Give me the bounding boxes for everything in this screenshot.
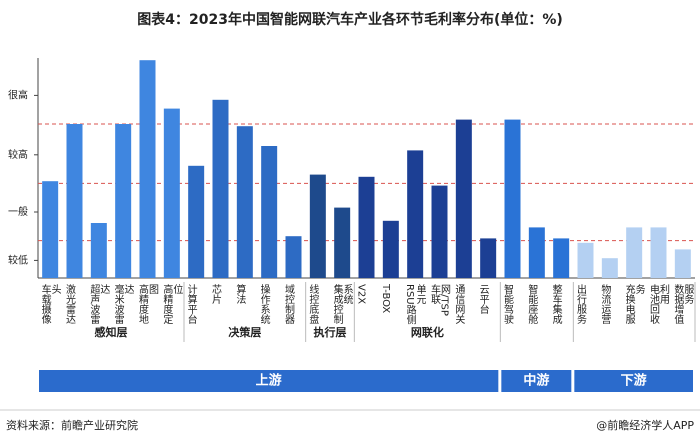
bar [358,176,375,278]
bar [309,174,326,278]
x-tick-label: 算法 [233,284,245,304]
bar [285,236,302,278]
category-label-box: 超声波雷达 [87,284,109,324]
bar [42,181,59,278]
bar [212,99,229,278]
bar [601,258,618,278]
bar [139,60,156,279]
bar [188,165,205,278]
x-tick-label: 智能驾驶 [501,284,513,324]
bar [334,207,351,278]
x-tick-label: 超声波雷达 [87,284,109,324]
stage-band [501,370,572,392]
category-label-box: 充换电服务 [623,284,645,324]
layer-label: 感知层 [95,325,128,339]
x-tick-label: 电池回收利用 [647,284,669,324]
category-label-box: 物流运营 [598,284,610,324]
stage-band [574,370,693,392]
bar [553,238,570,278]
category-label-box: 云平台 [477,284,489,314]
layer-label: 决策层 [228,325,261,339]
bar [431,185,448,278]
x-tick-label: 通信网关 [452,284,464,324]
layer-label: 执行层 [314,325,347,339]
bar [480,238,497,278]
x-tick-label: 线控底盘 [306,284,318,324]
category-label-box: 激光雷达 [63,284,75,324]
x-tick-label: 芯片 [209,284,221,304]
x-tick-label: T-BOX [379,284,391,314]
category-label-box: 高精度定位 [160,284,182,324]
category-label-box: 出行服务 [574,284,586,324]
category-label-box: 通信网关 [452,284,464,324]
x-tick-label: 计算平台 [185,284,197,324]
x-tick-label: 云平台 [477,284,489,314]
category-label-box: 高精度地图 [136,284,158,324]
category-label-box: 计算平台 [185,284,197,324]
category-label-box: 域控制器 [282,284,294,324]
chart-title: 图表4：2023年中国智能网联汽车产业各环节毛利率分布(单位：%) [137,11,563,28]
y-tick-label: 很高 [8,88,28,101]
bar [236,126,253,278]
category-label-box: V2X [355,284,367,305]
category-label-box: 芯片 [209,284,221,304]
x-tick-label: V2X [355,284,367,305]
category-label-box: 智能座舱 [525,284,537,324]
bar [674,249,691,278]
bar [650,227,667,278]
x-tick-label: 高精度定位 [160,284,182,324]
y-tick-label: 较高 [8,148,28,161]
x-tick-label: 域控制器 [282,284,294,324]
x-tick-label: 智能座舱 [525,284,537,324]
x-tick-label: 操作系统 [258,284,270,324]
bar [261,146,278,278]
bar [66,124,83,278]
category-label-box: T-BOX [379,284,391,314]
x-tick-label: 高精度地图 [136,284,158,324]
bar [163,108,180,278]
source: 资料来源：前瞻产业研究院 [6,418,138,432]
x-tick-label: 出行服务 [574,284,586,324]
bar [90,223,107,278]
category-label-box: 集成控制系统 [331,284,353,324]
bar [577,242,594,278]
bar [407,150,424,278]
bar [455,119,472,278]
bar [115,124,132,278]
category-label-box: 整车集成 [550,284,562,324]
category-label-box: 数据增值服务 [671,284,693,324]
category-label-box: 线控底盘 [306,284,318,324]
x-tick-label: 物流运营 [598,284,610,324]
category-label-box: 车载摄像头 [39,284,61,324]
y-tick-label: 较低 [8,253,28,266]
x-tick-label: 充换电服务 [623,284,645,324]
layer-label: 网联化 [411,325,444,339]
x-tick-label: 集成控制系统 [331,284,353,324]
bar [382,220,399,278]
category-label-box: 电池回收利用 [647,284,669,324]
x-tick-label: 毫米波雷达 [112,284,134,324]
x-tick-label: 激光雷达 [63,284,75,324]
x-tick-label: RSU路侧单元 [404,284,426,325]
stage-label: 上游 [256,373,282,389]
category-label-box: 毫米波雷达 [112,284,134,324]
x-tick-label: 数据增值服务 [671,284,693,324]
stage-label: 下游 [621,373,647,389]
brand: @前瞻经济学人APP [596,418,694,432]
stage-band [39,370,499,392]
category-label-box: RSU路侧单元 [404,284,426,325]
x-tick-label: 车载摄像头 [39,284,61,324]
category-label-box: 智能驾驶 [501,284,513,324]
x-tick-label: 整车集成 [550,284,562,324]
y-tick-label: 一般 [8,205,28,218]
stage-label: 中游 [523,373,549,389]
category-label-box: 算法 [233,284,245,304]
category-label-box: 操作系统 [258,284,270,324]
bar [504,119,521,278]
category-label-box: 车联网/TSP [428,284,450,316]
x-tick-label: 车联网/TSP [428,284,450,316]
bar [626,227,643,278]
bar [528,227,545,278]
